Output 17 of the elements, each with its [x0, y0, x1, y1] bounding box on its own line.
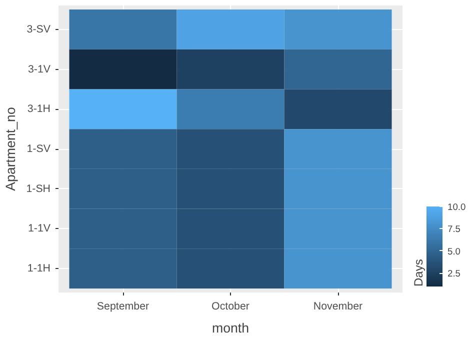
x-tick-label: September: [96, 300, 150, 312]
y-tick-label: 1-SV: [26, 143, 52, 155]
x-axis-title: month: [212, 320, 250, 336]
color-bar-label: 5.0: [448, 246, 460, 256]
y-tick-label: 3-SV: [26, 23, 52, 36]
color-bar-label: 7.5: [448, 224, 460, 234]
y-axis-title: Apartment_no: [3, 107, 18, 191]
y-tick-label: 3-1V: [28, 63, 52, 76]
y-tick-label: 3-1H: [27, 103, 51, 116]
y-tick-label: 1-1H: [27, 262, 51, 275]
color-bar-title: Days: [412, 259, 426, 286]
y-tick-label: 1-SH: [26, 182, 51, 195]
x-tick-label: November: [313, 300, 364, 312]
x-tick-label: October: [212, 300, 250, 312]
color-bar-label: 10.0: [448, 202, 466, 212]
y-tick-label: 1-1V: [28, 222, 52, 235]
color-bar-label: 2.5: [448, 268, 460, 279]
